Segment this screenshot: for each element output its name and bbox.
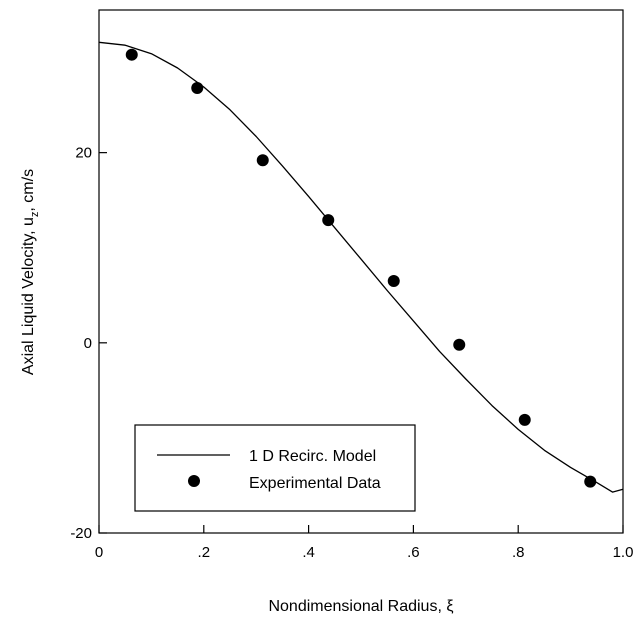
x-tick-label: .6 (407, 544, 420, 561)
experimental-data-point (191, 81, 204, 94)
y-axis-label-main: Axial Liquid Velocity, u (20, 217, 37, 375)
legend-marker-swatch (188, 475, 200, 487)
experimental-data-point (453, 338, 466, 351)
legend-box (134, 424, 416, 512)
experimental-data-point (387, 275, 400, 288)
legend-label-model: 1 D Recirc. Model (249, 448, 376, 465)
plot-frame (98, 9, 624, 534)
y-tick-label: -20 (70, 525, 92, 542)
x-tick-label: 1.0 (613, 544, 634, 561)
experimental-data-point (584, 475, 597, 488)
x-axis-label: Nondimensional Radius, ξ (268, 598, 453, 615)
y-axis-label-subscript: z (29, 212, 41, 218)
experimental-data-point (322, 214, 335, 227)
x-tick-label: .2 (198, 544, 211, 561)
x-tick-label: .4 (302, 544, 315, 561)
experimental-data-point (256, 154, 269, 167)
model-curve (98, 41, 624, 493)
experimental-data-point (518, 413, 531, 426)
y-axis-label-tail: , cm/s (20, 169, 37, 212)
legend: 1 D Recirc. Model Experimental Data (134, 424, 416, 512)
x-axis-ticks: 0 .2 .4 .6 .8 1.0 (95, 525, 634, 561)
x-tick-label: 0 (95, 544, 103, 561)
y-tick-label: 20 (75, 145, 92, 162)
y-tick-label: 0 (84, 335, 92, 352)
x-tick-label: .8 (512, 544, 525, 561)
y-axis-label: Axial Liquid Velocity, uz, cm/s (20, 169, 41, 375)
series-layer (98, 41, 624, 493)
legend-label-experimental: Experimental Data (249, 475, 381, 492)
experimental-data-point (125, 48, 138, 61)
y-axis-ticks: -20 0 20 (70, 145, 107, 542)
